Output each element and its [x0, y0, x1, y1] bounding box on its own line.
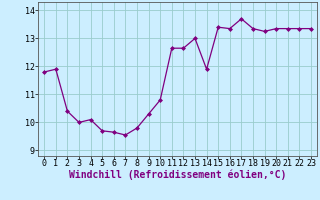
X-axis label: Windchill (Refroidissement éolien,°C): Windchill (Refroidissement éolien,°C) [69, 170, 286, 180]
